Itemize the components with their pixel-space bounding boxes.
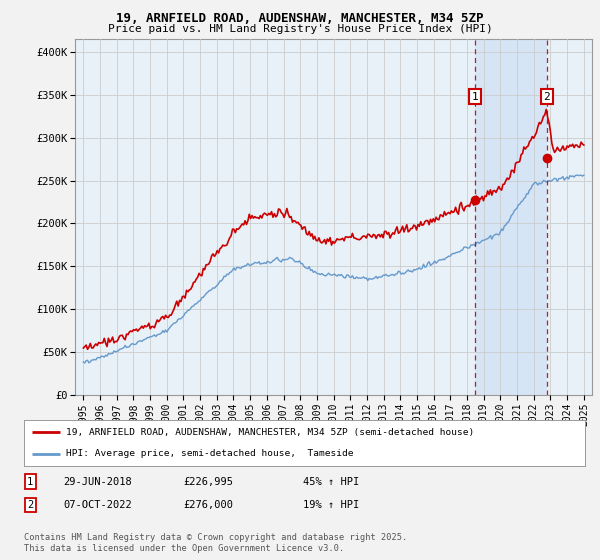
Text: 19, ARNFIELD ROAD, AUDENSHAW, MANCHESTER, M34 5ZP (semi-detached house): 19, ARNFIELD ROAD, AUDENSHAW, MANCHESTER…	[66, 428, 475, 437]
Text: 1: 1	[472, 92, 479, 101]
Text: £276,000: £276,000	[183, 500, 233, 510]
Text: 19% ↑ HPI: 19% ↑ HPI	[303, 500, 359, 510]
Text: 2: 2	[27, 500, 33, 510]
Text: £226,995: £226,995	[183, 477, 233, 487]
Text: 1: 1	[27, 477, 33, 487]
Text: 45% ↑ HPI: 45% ↑ HPI	[303, 477, 359, 487]
Text: 07-OCT-2022: 07-OCT-2022	[63, 500, 132, 510]
Text: Contains HM Land Registry data © Crown copyright and database right 2025.
This d: Contains HM Land Registry data © Crown c…	[24, 533, 407, 553]
Text: 2: 2	[543, 92, 550, 101]
Text: 19, ARNFIELD ROAD, AUDENSHAW, MANCHESTER, M34 5ZP: 19, ARNFIELD ROAD, AUDENSHAW, MANCHESTER…	[116, 12, 484, 25]
Text: HPI: Average price, semi-detached house,  Tameside: HPI: Average price, semi-detached house,…	[66, 449, 353, 458]
Text: Price paid vs. HM Land Registry's House Price Index (HPI): Price paid vs. HM Land Registry's House …	[107, 24, 493, 34]
Text: 29-JUN-2018: 29-JUN-2018	[63, 477, 132, 487]
Bar	[475, 39, 547, 395]
